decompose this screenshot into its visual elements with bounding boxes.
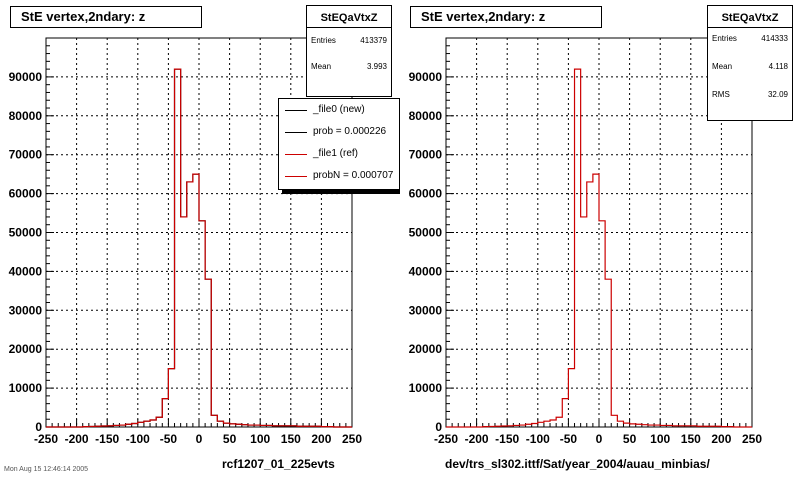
left-stats-entries: Entries 413379 [307, 34, 391, 48]
right-y-tick-label: 40000 [409, 264, 443, 278]
left-x-tick-label: 100 [250, 432, 270, 446]
legend-line-file0 [285, 110, 307, 111]
right-stats-entries: Entries 414333 [708, 32, 792, 46]
left-y-tick-label: 40000 [9, 264, 43, 278]
right-y-tick-label: 10000 [409, 381, 443, 395]
legend-label-file1: _file1 (ref) [313, 148, 359, 159]
left-stats-entries-label: Entries [311, 36, 336, 45]
legend-entry-file1: _file1 (ref) [279, 146, 399, 164]
right-y-tick-label: 80000 [409, 109, 443, 123]
right-stats-entries-label: Entries [712, 34, 737, 43]
left-y-tick-label: 30000 [9, 303, 43, 317]
left-x-tick-label: 50 [223, 432, 237, 446]
right-series-ref [446, 68, 752, 428]
left-stats-box: StEQaVtxZ Entries 413379 Mean 3.993 [306, 5, 392, 97]
right-stats-mean-value: 4.118 [768, 62, 788, 71]
right-footer-label: dev/trs_sl302.ittf/Sat/year_2004/auau_mi… [445, 457, 710, 471]
left-y-tick-label: 90000 [9, 70, 43, 84]
left-y-tick-label: 0 [35, 420, 42, 434]
legend-line-prob [285, 132, 307, 133]
left-x-tick-label: -100 [126, 432, 150, 446]
legend-entry-prob: prob = 0.000226 [279, 124, 399, 142]
left-x-tick-label: 150 [281, 432, 301, 446]
legend-label-prob: prob = 0.000226 [313, 126, 387, 137]
right-stats-rms-label: RMS [712, 90, 730, 99]
left-x-tick-label: -200 [65, 432, 89, 446]
right-histogram: -250 -200 -150 -100 -50 0 50 100 150 200 250 0 10000… [409, 37, 762, 446]
left-y-tick-label: 60000 [9, 187, 43, 201]
left-x-tick-label: -150 [95, 432, 119, 446]
right-y-tick-label: 20000 [409, 342, 443, 356]
right-x-tick-label: -100 [526, 432, 550, 446]
legend-line-file1 [285, 154, 307, 155]
legend-line-probn [285, 176, 307, 177]
right-plot-title: StE vertex,2ndary: z [410, 6, 602, 28]
right-stats-name: StEQaVtxZ [708, 6, 792, 28]
right-stats-box: StEQaVtxZ Entries 414333 Mean 4.118 RMS … [707, 5, 793, 121]
left-stats-name: StEQaVtxZ [307, 6, 391, 28]
right-y-tick-label: 60000 [409, 187, 443, 201]
right-stats-entries-value: 414333 [761, 34, 788, 43]
right-y-tick-label: 0 [435, 420, 442, 434]
right-stats-rms-value: 32.09 [767, 90, 788, 99]
left-plot-title: StE vertex,2ndary: z [10, 6, 202, 28]
right-stats-mean-label: Mean [712, 62, 733, 71]
right-x-tick-label: -200 [465, 432, 489, 446]
left-y-tick-label: 80000 [9, 109, 43, 123]
right-x-tick-label: 100 [650, 432, 670, 446]
left-x-tick-label: 200 [311, 432, 331, 446]
legend-entry-file0: _file0 (new) [279, 102, 399, 120]
legend-label-file0: _file0 (new) [313, 104, 365, 115]
right-x-tick-label: 0 [596, 432, 603, 446]
left-y-tick-label: 20000 [9, 342, 43, 356]
left-x-tick-label: -50 [160, 432, 178, 446]
left-footer-label: rcf1207_01_225evts [222, 457, 335, 471]
timestamp: Mon Aug 15 12:46:14 2005 [4, 466, 89, 473]
right-y-tick-label: 70000 [409, 148, 443, 162]
right-x-tick-label: -250 [434, 432, 458, 446]
right-x-tick-label: -150 [495, 432, 519, 446]
left-series-ref [46, 68, 352, 428]
legend-label-probn: probN = 0.000707 [313, 170, 394, 181]
left-stats-entries-value: 413379 [360, 36, 387, 45]
right-y-tick-label: 90000 [409, 70, 443, 84]
left-x-tick-label: 250 [342, 432, 362, 446]
right-y-tick-label: 50000 [409, 226, 443, 240]
left-x-tick-label: -250 [34, 432, 58, 446]
left-y-tick-label: 70000 [9, 148, 43, 162]
left-stats-mean-value: 3.993 [366, 62, 387, 71]
left-stats-mean: Mean 3.993 [307, 60, 391, 74]
left-y-tick-label: 10000 [9, 381, 43, 395]
right-x-tick-label: 150 [681, 432, 701, 446]
legend-entry-probn: probN = 0.000707 [279, 168, 399, 186]
right-x-tick-label: 250 [742, 432, 762, 446]
right-stats-rms: RMS 32.09 [708, 88, 792, 102]
left-stats-mean-label: Mean [311, 62, 332, 71]
right-x-tick-label: -50 [560, 432, 578, 446]
right-stats-mean: Mean 4.118 [708, 60, 792, 74]
right-x-tick-label: 200 [711, 432, 731, 446]
left-legend: _file0 (new) prob = 0.000226 _file1 (ref… [278, 98, 400, 190]
right-grid [446, 38, 752, 427]
right-y-tick-label: 30000 [409, 303, 443, 317]
left-y-tick-label: 50000 [9, 226, 43, 240]
right-x-tick-label: 50 [623, 432, 637, 446]
left-x-tick-label: 0 [196, 432, 203, 446]
